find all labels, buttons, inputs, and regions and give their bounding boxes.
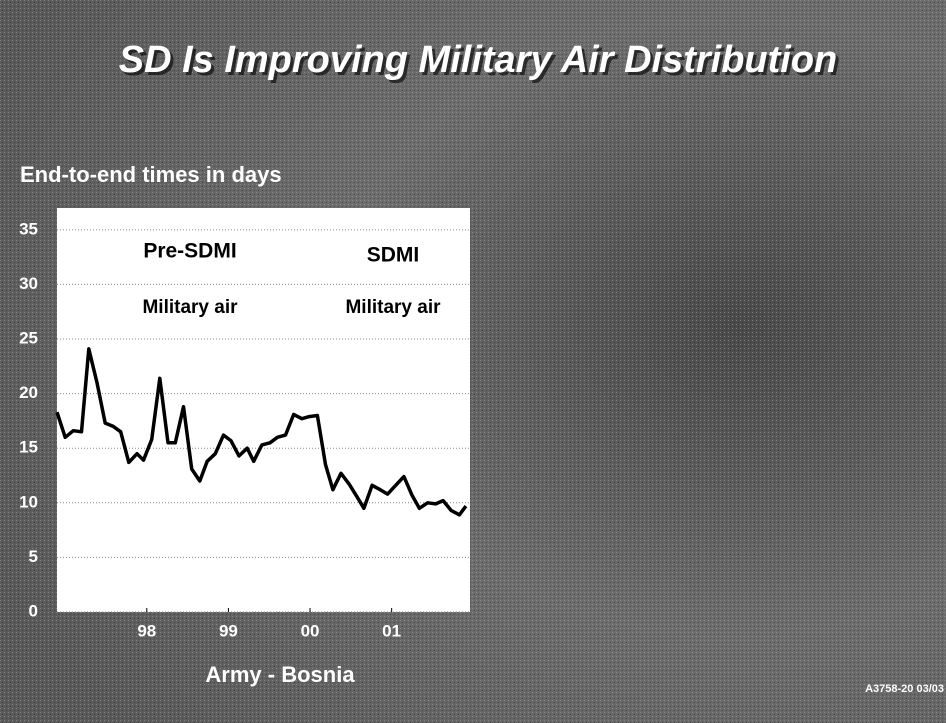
y-tick-label: 0 (29, 601, 38, 620)
x-tick-label: 00 (301, 621, 320, 640)
annotation: Military air (142, 297, 238, 318)
data-line (55, 347, 468, 517)
y-tick-label: 25 (19, 329, 38, 348)
plot-area (57, 208, 470, 612)
annotation: Pre-SDMI (143, 240, 236, 263)
x-axis-label: Army - Bosnia (205, 662, 355, 687)
footnote: A3758-20 03/03 (865, 683, 944, 695)
x-tick-label: 01 (382, 621, 401, 640)
annotation: Military air (345, 297, 441, 318)
y-tick-label: 15 (19, 438, 38, 457)
y-tick-label: 30 (19, 274, 38, 293)
y-tick-label: 35 (19, 219, 38, 238)
title-shadow: SD Is Improving Military Air Distributio… (122, 42, 841, 84)
annotation: SDMI (367, 244, 420, 267)
x-tick-label: 98 (137, 621, 156, 640)
chart-title: SD Is Improving Military Air Distributio… (119, 39, 838, 81)
x-tick-label: 99 (219, 621, 238, 640)
y-axis-label: End-to-end times in days (20, 162, 282, 187)
y-tick-label: 20 (19, 383, 38, 402)
y-tick-label: 5 (29, 547, 38, 566)
y-tick-label: 10 (19, 492, 38, 511)
